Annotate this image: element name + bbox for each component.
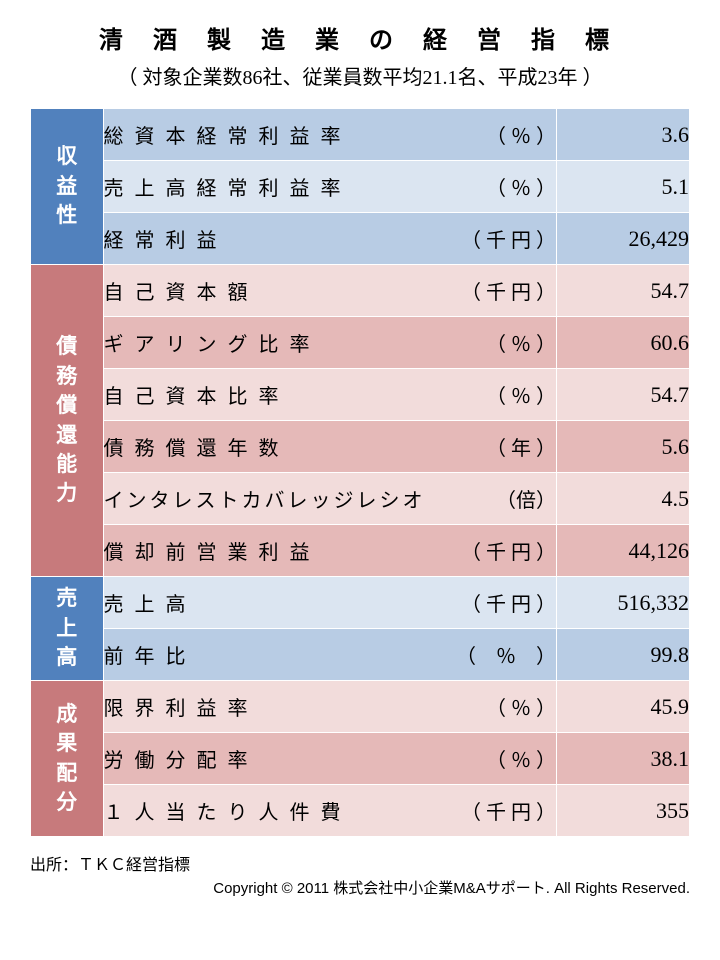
metric-cell: 労 働 分 配 率 （ ％ ）	[103, 733, 556, 785]
table-row: インタレストカバレッジレシオ （倍）4.5	[31, 473, 690, 525]
metric-unit: （ ％ ）	[486, 120, 556, 149]
metric-name: 前 年 比	[104, 640, 189, 669]
page-subtitle: （ 対象企業数86社、従業員数平均21.1名、平成23年 ）	[30, 61, 690, 90]
metric-cell: 総 資 本 経 常 利 益 率 （ ％ ）	[103, 109, 556, 161]
table-row: 収益性総 資 本 経 常 利 益 率（ ％ ）3.6	[31, 109, 690, 161]
value-cell: 99.8	[556, 629, 689, 681]
metric-name: 自 己 資 本 比 率	[104, 380, 282, 409]
metric-cell: ギ ア リ ン グ 比 率 （ ％ ）	[103, 317, 556, 369]
copyright-text: Copyright © 2011 株式会社中小企業M&Aサポート. All Ri…	[30, 877, 690, 898]
value-cell: 54.7	[556, 369, 689, 421]
source-text: 出所：ＴＫＣ経営指標	[30, 851, 690, 875]
metric-name: インタレストカバレッジレシオ	[104, 484, 426, 513]
category-cell: 債務償還能力	[31, 265, 104, 577]
metric-cell: 自 己 資 本 比 率 （ ％ ）	[103, 369, 556, 421]
table-row: 前 年 比 （ ％ ）99.8	[31, 629, 690, 681]
value-cell: 60.6	[556, 317, 689, 369]
metric-cell: １ 人 当 た り 人 件 費 （ 千 円 ）	[103, 785, 556, 837]
metric-cell: 償 却 前 営 業 利 益 （ 千 円 ）	[103, 525, 556, 577]
metric-unit: （ 千 円 ）	[461, 224, 556, 253]
value-cell: 54.7	[556, 265, 689, 317]
table-row: 労 働 分 配 率 （ ％ ）38.1	[31, 733, 690, 785]
metric-unit: （ ％ ）	[486, 692, 556, 721]
category-cell: 収益性	[31, 109, 104, 265]
table-row: 売 上 高 経 常 利 益 率 （ ％ ）5.1	[31, 161, 690, 213]
value-cell: 26,429	[556, 213, 689, 265]
metric-name: 売 上 高	[104, 588, 189, 617]
metric-name: 自 己 資 本 額	[104, 276, 251, 305]
metric-unit: （ 千 円 ）	[461, 588, 556, 617]
metric-unit: （ ％ ）	[486, 744, 556, 773]
metric-unit: （ ％ ）	[486, 328, 556, 357]
metric-cell: 経 常 利 益 （ 千 円 ）	[103, 213, 556, 265]
value-cell: 44,126	[556, 525, 689, 577]
metric-unit: （ 年 ）	[486, 432, 556, 461]
metric-name: 労 働 分 配 率	[104, 744, 251, 773]
table-row: 売上高売 上 高（ 千 円 ）516,332	[31, 577, 690, 629]
metric-name: 債 務 償 還 年 数	[104, 432, 282, 461]
metric-unit: （ 千 円 ）	[461, 276, 556, 305]
metric-cell: 債 務 償 還 年 数 （ 年 ）	[103, 421, 556, 473]
metric-cell: インタレストカバレッジレシオ （倍）	[103, 473, 556, 525]
metric-cell: 売 上 高 （ 千 円 ）	[103, 577, 556, 629]
metric-unit: （倍）	[496, 484, 556, 513]
metric-unit: （ 千 円 ）	[461, 796, 556, 825]
metric-cell: 自 己 資 本 額 （ 千 円 ）	[103, 265, 556, 317]
metric-unit: （ ％ ）	[456, 640, 556, 669]
value-cell: 38.1	[556, 733, 689, 785]
table-row: 自 己 資 本 比 率 （ ％ ）54.7	[31, 369, 690, 421]
metric-cell: 限 界 利 益 率 （ ％ ）	[103, 681, 556, 733]
metric-unit: （ ％ ）	[486, 172, 556, 201]
metric-cell: 売 上 高 経 常 利 益 率 （ ％ ）	[103, 161, 556, 213]
metric-name: １ 人 当 た り 人 件 費	[104, 796, 344, 825]
metric-name: 売 上 高 経 常 利 益 率	[104, 172, 344, 201]
value-cell: 5.6	[556, 421, 689, 473]
value-cell: 516,332	[556, 577, 689, 629]
category-cell: 成果配分	[31, 681, 104, 837]
value-cell: 5.1	[556, 161, 689, 213]
value-cell: 355	[556, 785, 689, 837]
metric-unit: （ ％ ）	[486, 380, 556, 409]
table-row: 成果配分限 界 利 益 率（ ％ ）45.9	[31, 681, 690, 733]
value-cell: 4.5	[556, 473, 689, 525]
table-row: 償 却 前 営 業 利 益 （ 千 円 ）44,126	[31, 525, 690, 577]
metric-name: 経 常 利 益	[104, 224, 220, 253]
value-cell: 3.6	[556, 109, 689, 161]
metric-cell: 前 年 比 （ ％ ）	[103, 629, 556, 681]
table-row: 債務償還能力自 己 資 本 額（ 千 円 ）54.7	[31, 265, 690, 317]
page-title: 清 酒 製 造 業 の 経 営 指 標	[30, 20, 690, 55]
table-row: １ 人 当 た り 人 件 費 （ 千 円 ）355	[31, 785, 690, 837]
metric-name: 償 却 前 営 業 利 益	[104, 536, 313, 565]
metric-unit: （ 千 円 ）	[461, 536, 556, 565]
table-row: 経 常 利 益 （ 千 円 ）26,429	[31, 213, 690, 265]
metric-name: 総 資 本 経 常 利 益 率	[104, 120, 344, 149]
value-cell: 45.9	[556, 681, 689, 733]
table-row: 債 務 償 還 年 数 （ 年 ）5.6	[31, 421, 690, 473]
metric-name: 限 界 利 益 率	[104, 692, 251, 721]
metric-name: ギ ア リ ン グ 比 率	[104, 328, 313, 357]
table-row: ギ ア リ ン グ 比 率 （ ％ ）60.6	[31, 317, 690, 369]
indicators-table: 収益性総 資 本 経 常 利 益 率（ ％ ）3.6売 上 高 経 常 利 益 …	[30, 108, 690, 837]
category-cell: 売上高	[31, 577, 104, 681]
